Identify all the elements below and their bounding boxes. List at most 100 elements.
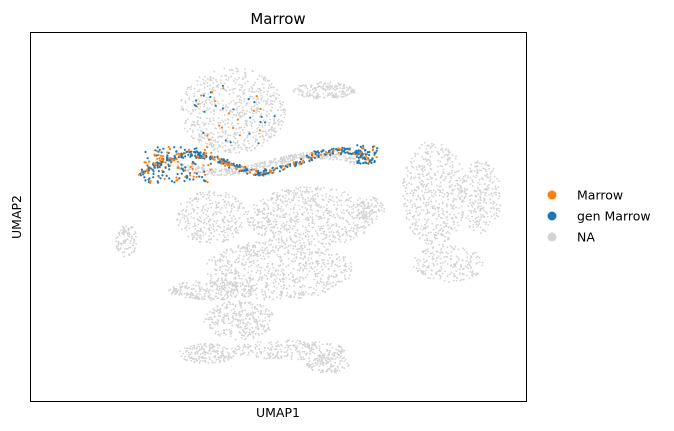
na-point	[223, 289, 226, 292]
na-point	[383, 210, 385, 213]
na-point	[417, 186, 420, 189]
na-point	[216, 219, 219, 222]
na-point	[227, 322, 230, 324]
na-point	[232, 315, 234, 317]
na-point	[181, 228, 183, 231]
na-point	[368, 224, 371, 226]
na-point	[212, 77, 215, 80]
na-point	[115, 245, 118, 248]
na-point	[348, 234, 351, 237]
na-point	[418, 268, 421, 270]
na-point	[276, 196, 279, 199]
na-point	[230, 322, 232, 325]
na-point	[448, 172, 451, 175]
na-point	[343, 87, 346, 89]
na-point	[417, 187, 420, 190]
na-point	[229, 109, 232, 111]
na-point	[236, 282, 239, 284]
na-point	[117, 241, 120, 244]
na-point	[231, 219, 233, 222]
na-point	[416, 221, 418, 223]
na-point	[298, 196, 300, 199]
na-point	[305, 276, 307, 279]
na-point	[332, 231, 335, 234]
na-point	[288, 193, 291, 196]
na-point	[222, 316, 224, 319]
na-point	[253, 104, 256, 107]
na-point	[329, 227, 331, 229]
na-point	[276, 356, 279, 359]
na-point	[187, 86, 189, 89]
na-point	[475, 273, 478, 276]
na-point	[256, 204, 258, 207]
na-point	[439, 148, 442, 151]
na-point	[428, 159, 431, 162]
na-point	[285, 277, 288, 279]
na-point	[221, 350, 224, 353]
na-point	[425, 226, 427, 229]
na-point	[213, 230, 216, 233]
na-point	[431, 240, 433, 243]
na-point	[497, 186, 500, 189]
na-point	[299, 351, 301, 354]
na-point	[435, 200, 437, 202]
na-point	[425, 260, 427, 263]
na-point	[270, 341, 272, 343]
na-point	[218, 201, 221, 204]
na-point	[183, 215, 186, 218]
na-point	[228, 263, 230, 266]
na-point	[457, 258, 460, 261]
na-point	[478, 178, 481, 181]
na-point	[451, 161, 454, 163]
na-point	[441, 243, 444, 246]
na-point	[446, 263, 449, 265]
na-point	[244, 76, 247, 79]
na-point	[316, 359, 319, 362]
na-point	[438, 185, 441, 188]
na-point	[256, 78, 259, 81]
na-point	[423, 183, 425, 186]
na-point	[488, 180, 491, 183]
na-point	[429, 168, 432, 170]
na-point	[376, 198, 378, 200]
na-point	[229, 211, 232, 214]
na-point	[334, 370, 337, 373]
na-point	[198, 216, 201, 219]
na-point	[205, 197, 208, 200]
na-point	[235, 152, 237, 154]
na-point	[298, 353, 301, 356]
na-point	[330, 275, 333, 278]
na-point	[245, 292, 248, 295]
na-point	[261, 313, 264, 315]
na-point	[223, 204, 226, 207]
na-point	[300, 286, 303, 288]
na-point	[470, 256, 473, 259]
na-point	[275, 98, 277, 101]
na-point	[430, 194, 433, 197]
na-point	[310, 84, 313, 87]
na-point	[437, 170, 439, 173]
na-point	[275, 93, 278, 95]
na-point	[283, 108, 286, 110]
na-point	[243, 294, 246, 297]
na-point	[287, 274, 290, 276]
na-point	[256, 323, 259, 326]
na-point	[275, 287, 278, 289]
na-point	[444, 175, 447, 178]
na-point	[289, 190, 292, 193]
na-point	[431, 205, 434, 208]
na-point	[368, 212, 371, 215]
na-point	[237, 345, 240, 348]
na-point	[477, 255, 479, 258]
na-point	[308, 251, 311, 254]
na-point	[316, 282, 319, 284]
na-point	[263, 298, 266, 301]
na-point	[244, 82, 247, 85]
na-point	[485, 221, 488, 224]
na-point	[210, 206, 213, 209]
na-point	[455, 206, 457, 209]
na-point	[221, 119, 224, 122]
na-point	[175, 287, 178, 290]
na-point	[469, 183, 472, 186]
na-point	[254, 224, 256, 226]
